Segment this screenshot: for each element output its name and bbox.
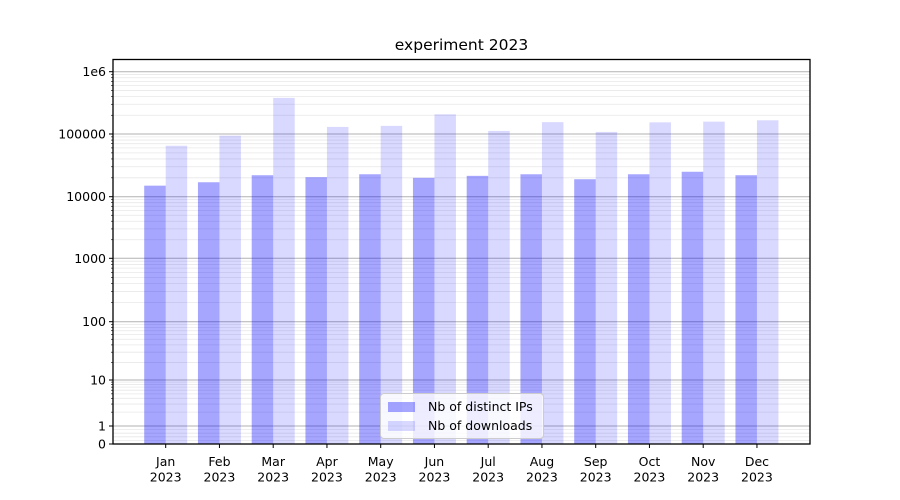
x-tick-label: Jun 2023 xyxy=(419,454,451,485)
bar-downloads-aug-2023 xyxy=(541,122,564,444)
plot-border xyxy=(112,58,811,445)
bar-downloads-nov-2023 xyxy=(703,121,725,445)
bar-distinct-ips-oct-2023 xyxy=(627,174,650,444)
y-tick-label: 10000 xyxy=(66,189,106,204)
bar-distinct-ips-may-2023 xyxy=(359,174,381,444)
bar-downloads-jun-2023 xyxy=(434,114,456,444)
y-tick-label: 100000 xyxy=(58,127,106,142)
chart-title: experiment 2023 xyxy=(394,36,529,54)
bar-distinct-ips-feb-2023 xyxy=(197,182,220,444)
y-tick-label: 1000 xyxy=(74,251,106,266)
bar-downloads-feb-2023 xyxy=(219,135,241,445)
bar-distinct-ips-jan-2023 xyxy=(144,185,166,445)
x-tick-label: Sep 2023 xyxy=(580,454,612,485)
x-tick-label: Feb 2023 xyxy=(204,454,236,485)
bar-distinct-ips-mar-2023 xyxy=(251,175,274,444)
y-tick-label: 0 xyxy=(98,437,106,452)
bar-downloads-jul-2023 xyxy=(488,130,510,444)
x-tick-label: Jul 2023 xyxy=(472,454,504,485)
y-tick-label: 100 xyxy=(82,314,106,329)
x-tick-label: Jan 2023 xyxy=(150,454,182,485)
x-tick-label: Oct 2023 xyxy=(634,454,666,485)
bar-downloads-may-2023 xyxy=(380,125,403,445)
bar-distinct-ips-dec-2023 xyxy=(735,175,757,444)
x-tick-label: Nov 2023 xyxy=(687,454,719,485)
bar-downloads-apr-2023 xyxy=(326,126,349,444)
x-tick-label: May 2023 xyxy=(365,454,397,485)
y-tick-label: 10 xyxy=(90,373,106,388)
x-tick-label: Mar 2023 xyxy=(257,454,289,485)
bar-distinct-ips-aug-2023 xyxy=(520,174,542,444)
legend-swatch-distinct-ips xyxy=(388,401,415,412)
bar-downloads-sep-2023 xyxy=(595,131,618,444)
x-tick-label: Apr 2023 xyxy=(311,454,343,485)
bar-downloads-mar-2023 xyxy=(273,97,295,444)
legend-item-downloads: Nb of downloads xyxy=(388,418,533,433)
bar-distinct-ips-nov-2023 xyxy=(681,171,704,445)
x-tick-label: Dec 2023 xyxy=(741,454,773,485)
bar-distinct-ips-jun-2023 xyxy=(412,177,435,444)
bar-distinct-ips-jul-2023 xyxy=(466,175,489,444)
bar-distinct-ips-apr-2023 xyxy=(305,177,327,445)
bar-distinct-ips-sep-2023 xyxy=(574,179,596,444)
legend-label-distinct-ips: Nb of distinct IPs xyxy=(428,399,533,414)
bar-downloads-dec-2023 xyxy=(756,120,779,445)
bar-downloads-jan-2023 xyxy=(165,145,188,444)
y-tick-label: 1e6 xyxy=(82,64,106,79)
legend-swatch-downloads xyxy=(388,420,415,431)
legend-label-downloads: Nb of downloads xyxy=(428,418,533,433)
x-tick-label: Aug 2023 xyxy=(526,454,558,485)
y-tick-label: 1 xyxy=(98,419,106,434)
legend-box: Nb of distinct IPs Nb of downloads xyxy=(380,393,544,439)
legend-item-distinct-ips: Nb of distinct IPs xyxy=(388,399,533,414)
bar-downloads-oct-2023 xyxy=(649,122,671,445)
